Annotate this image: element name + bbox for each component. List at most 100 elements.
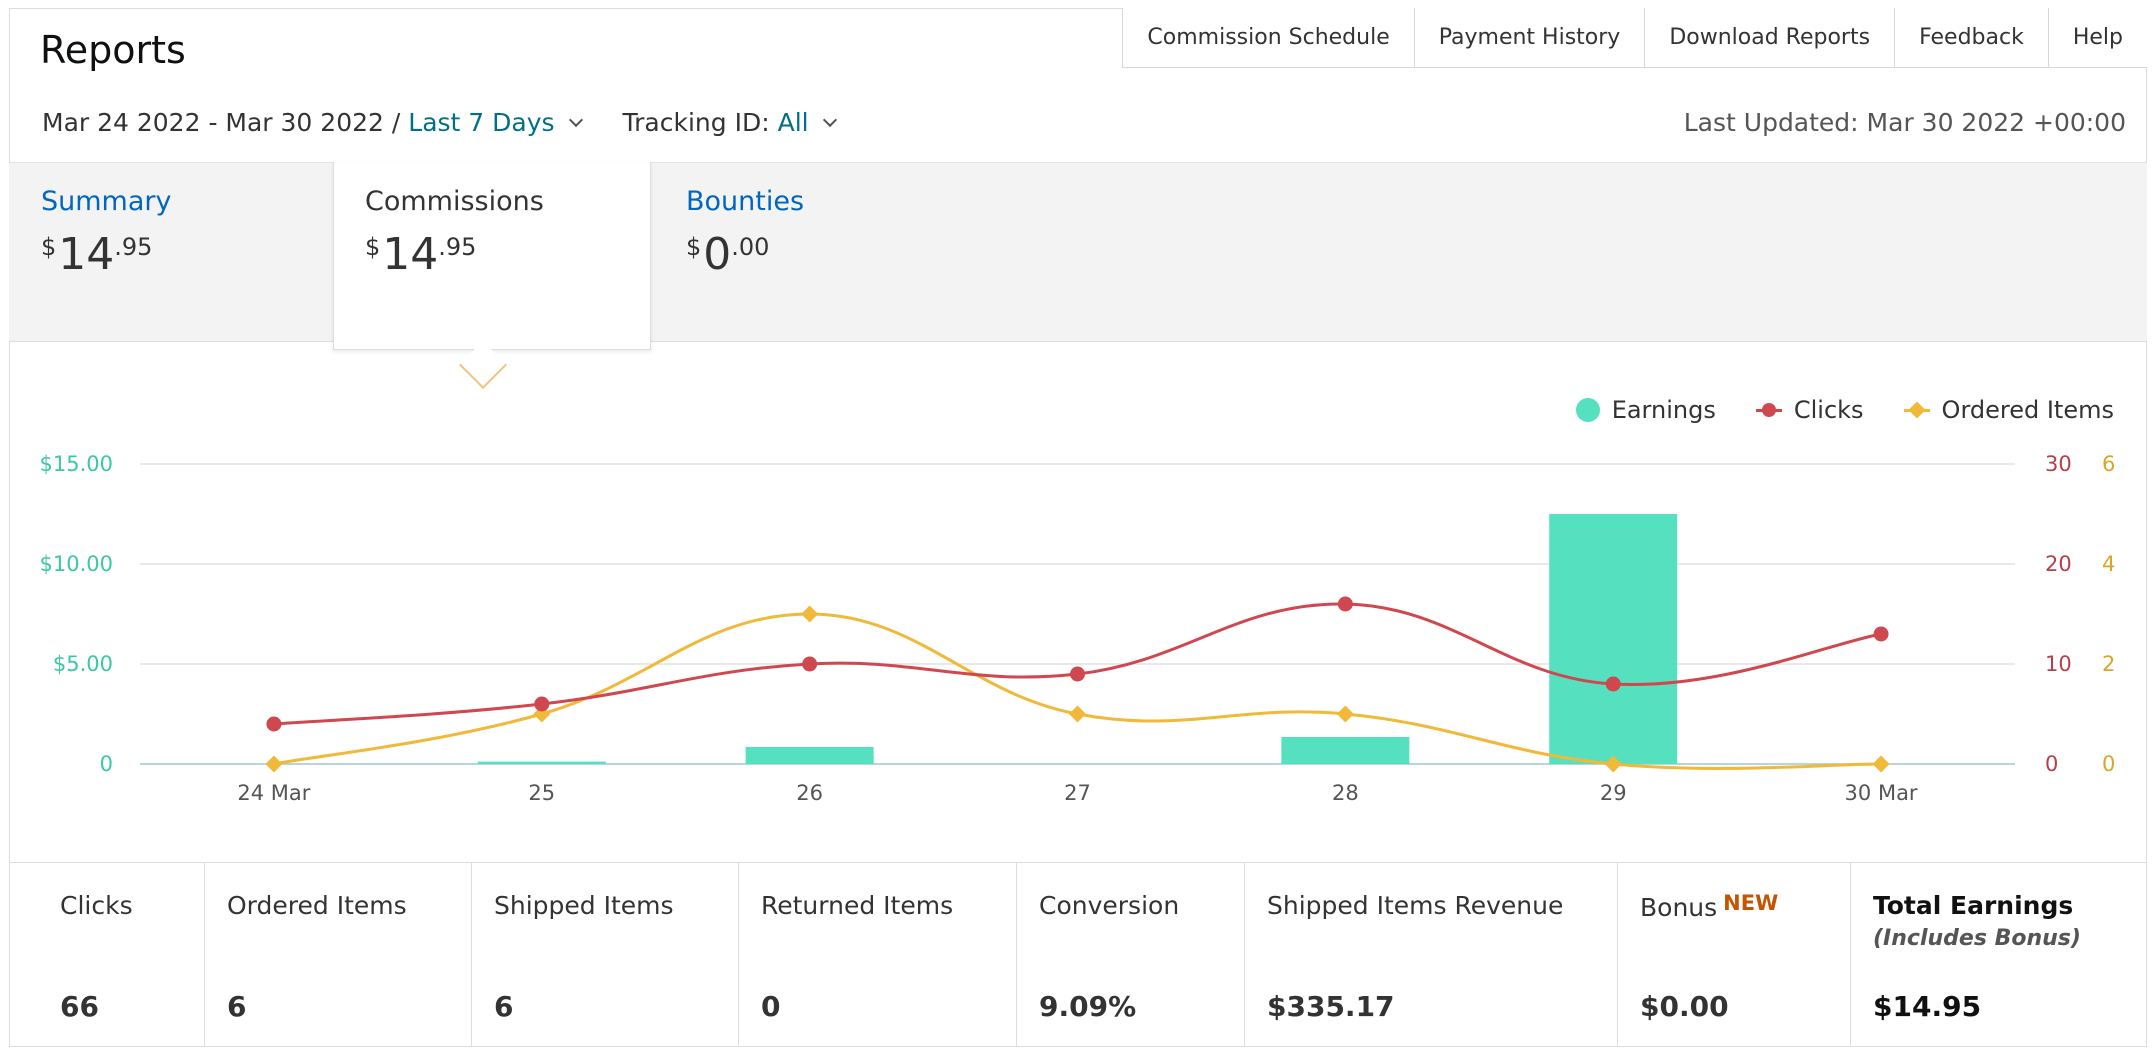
stat-shipped-revenue: Shipped Items Revenue $335.17 bbox=[1244, 863, 1617, 1047]
right2-axis-tick-label: 6 bbox=[2102, 452, 2115, 476]
stat-returned-items: Returned Items 0 bbox=[738, 863, 1016, 1047]
ordered-items-marker bbox=[1604, 755, 1622, 773]
amount-cents: .00 bbox=[731, 233, 770, 261]
tab-summary-label: Summary bbox=[41, 186, 172, 217]
legend-earnings-label: Earnings bbox=[1611, 396, 1716, 424]
tab-commissions-label: Commissions bbox=[365, 186, 544, 217]
stat-value: $0.00 bbox=[1640, 990, 1729, 1023]
right-axis-tick-label: 0 bbox=[2045, 752, 2058, 776]
right2-axis-tick-label: 2 bbox=[2102, 652, 2115, 676]
amount-whole: 14 bbox=[58, 229, 115, 280]
x-axis-tick-label: 28 bbox=[1332, 781, 1359, 805]
amount-cents: .95 bbox=[114, 233, 153, 261]
left-axis-tick-label: 0 bbox=[100, 752, 113, 776]
x-axis-tick-label: 30 Mar bbox=[1845, 781, 1918, 805]
tab-summary-amount: $ 14 .95 bbox=[41, 229, 333, 280]
tab-commissions-amount: $ 14 .95 bbox=[365, 229, 650, 280]
tracking-id-label: Tracking ID: bbox=[622, 108, 770, 137]
stat-value: $14.95 bbox=[1873, 990, 1982, 1023]
tab-commissions[interactable]: Commissions $ 14 .95 bbox=[333, 162, 651, 350]
legend-clicks[interactable]: Clicks bbox=[1755, 396, 1864, 424]
ordered-items-marker bbox=[801, 605, 819, 623]
payment-history-link[interactable]: Payment History bbox=[1413, 8, 1645, 67]
stat-value: 9.09% bbox=[1039, 990, 1137, 1023]
stat-value: 0 bbox=[761, 990, 781, 1023]
stat-value: 66 bbox=[60, 990, 99, 1023]
tab-bounties[interactable]: Bounties $ 0 .00 bbox=[655, 162, 975, 342]
earnings-legend-icon bbox=[1575, 398, 1600, 422]
top-links-nav: Commission Schedule Payment History Down… bbox=[1122, 8, 2147, 68]
tab-summary[interactable]: Summary $ 14 .95 bbox=[9, 162, 333, 342]
earnings-bar bbox=[477, 761, 606, 764]
amount-cents: .95 bbox=[438, 233, 477, 261]
x-axis-tick-label: 26 bbox=[796, 781, 823, 805]
download-reports-link[interactable]: Download Reports bbox=[1644, 8, 1894, 67]
x-axis-tick-label: 29 bbox=[1600, 781, 1627, 805]
clicks-marker bbox=[534, 696, 550, 712]
help-link[interactable]: Help bbox=[2047, 8, 2147, 67]
x-axis-tick-label: 25 bbox=[528, 781, 555, 805]
earnings-chart: 0 $5.00 $10.00 $15.00 0 10 20 30 0 2 4 6 24 Mar 25 26 2… bbox=[40, 452, 2116, 805]
earnings-bar bbox=[745, 747, 874, 764]
tab-bounties-label: Bounties bbox=[686, 186, 805, 217]
stat-label: Returned Items bbox=[761, 891, 954, 920]
clicks-marker bbox=[1873, 626, 1889, 642]
amount-whole: 0 bbox=[703, 229, 732, 280]
chevron-down-icon bbox=[822, 112, 837, 127]
ordered-items-marker bbox=[1872, 755, 1890, 773]
ordered-items-marker bbox=[1069, 705, 1086, 723]
left-axis-tick-label: $5.00 bbox=[53, 652, 113, 676]
earnings-bar bbox=[1281, 737, 1410, 764]
tracking-id-select[interactable]: Tracking ID: All bbox=[622, 108, 837, 137]
new-badge: NEW bbox=[1723, 891, 1779, 915]
legend-ordered-label: Ordered Items bbox=[1941, 396, 2114, 424]
page-title: Reports bbox=[40, 28, 186, 72]
date-range-select[interactable]: Mar 24 2022 - Mar 30 2022 / Last 7 Days bbox=[42, 108, 583, 137]
ordered-items-marker bbox=[265, 755, 283, 773]
x-axis-tick-label: 27 bbox=[1064, 781, 1091, 805]
chart-legend: Earnings Clicks Ordered Items bbox=[1536, 396, 2114, 424]
stat-value: 6 bbox=[494, 990, 514, 1023]
currency-symbol: $ bbox=[686, 233, 702, 261]
right-axis-tick-label: 30 bbox=[2045, 452, 2072, 476]
right-axis-tick-label: 20 bbox=[2045, 552, 2072, 576]
chevron-down-icon bbox=[568, 112, 583, 127]
bonus-label: Bonus bbox=[1640, 893, 1718, 922]
currency-symbol: $ bbox=[365, 233, 381, 261]
stat-label: Shipped Items Revenue bbox=[1267, 891, 1564, 920]
stat-label: Bonus NEW bbox=[1640, 891, 1826, 922]
ordered-items-legend-icon bbox=[1903, 401, 1930, 419]
stat-label: Conversion bbox=[1039, 891, 1180, 920]
stat-value: $335.17 bbox=[1267, 990, 1395, 1023]
stat-label: Total Earnings bbox=[1873, 891, 2074, 920]
filter-row: Mar 24 2022 - Mar 30 2022 / Last 7 Days … bbox=[42, 108, 837, 137]
clicks-marker bbox=[1070, 666, 1085, 682]
stat-sublabel: (Includes Bonus) bbox=[1873, 926, 2081, 951]
stat-ordered-items: Ordered Items 6 bbox=[204, 863, 471, 1047]
stat-total-earnings: Total Earnings (Includes Bonus) $14.95 bbox=[1850, 863, 2147, 1047]
right-axis-tick-label: 10 bbox=[2045, 652, 2072, 676]
date-range-text: Mar 24 2022 - Mar 30 2022 / bbox=[42, 108, 401, 137]
right2-axis-tick-label: 4 bbox=[2102, 552, 2115, 576]
legend-clicks-label: Clicks bbox=[1793, 396, 1864, 424]
clicks-marker bbox=[802, 656, 818, 672]
last-updated-text: Last Updated: Mar 30 2022 +00:00 bbox=[1683, 108, 2126, 137]
left-axis-tick-label: $10.00 bbox=[40, 552, 113, 576]
stat-bonus: Bonus NEW $0.00 bbox=[1617, 863, 1850, 1047]
date-preset-text: Last 7 Days bbox=[408, 108, 555, 137]
stat-label: Shipped Items bbox=[494, 891, 674, 920]
legend-ordered-items[interactable]: Ordered Items bbox=[1903, 396, 2114, 424]
feedback-link[interactable]: Feedback bbox=[1894, 8, 2048, 67]
left-axis-tick-label: $15.00 bbox=[40, 452, 113, 476]
clicks-legend-icon bbox=[1755, 403, 1782, 417]
ordered-items-marker bbox=[1336, 705, 1354, 723]
legend-earnings[interactable]: Earnings bbox=[1575, 396, 1716, 424]
earnings-bar bbox=[1549, 514, 1678, 764]
tab-bounties-amount: $ 0 .00 bbox=[686, 229, 975, 280]
commission-schedule-link[interactable]: Commission Schedule bbox=[1147, 25, 1390, 50]
tracking-id-value: All bbox=[777, 108, 809, 137]
stat-label: Clicks bbox=[60, 891, 133, 920]
currency-symbol: $ bbox=[41, 233, 57, 261]
clicks-marker bbox=[266, 716, 282, 732]
stat-shipped-items: Shipped Items 6 bbox=[471, 863, 738, 1047]
